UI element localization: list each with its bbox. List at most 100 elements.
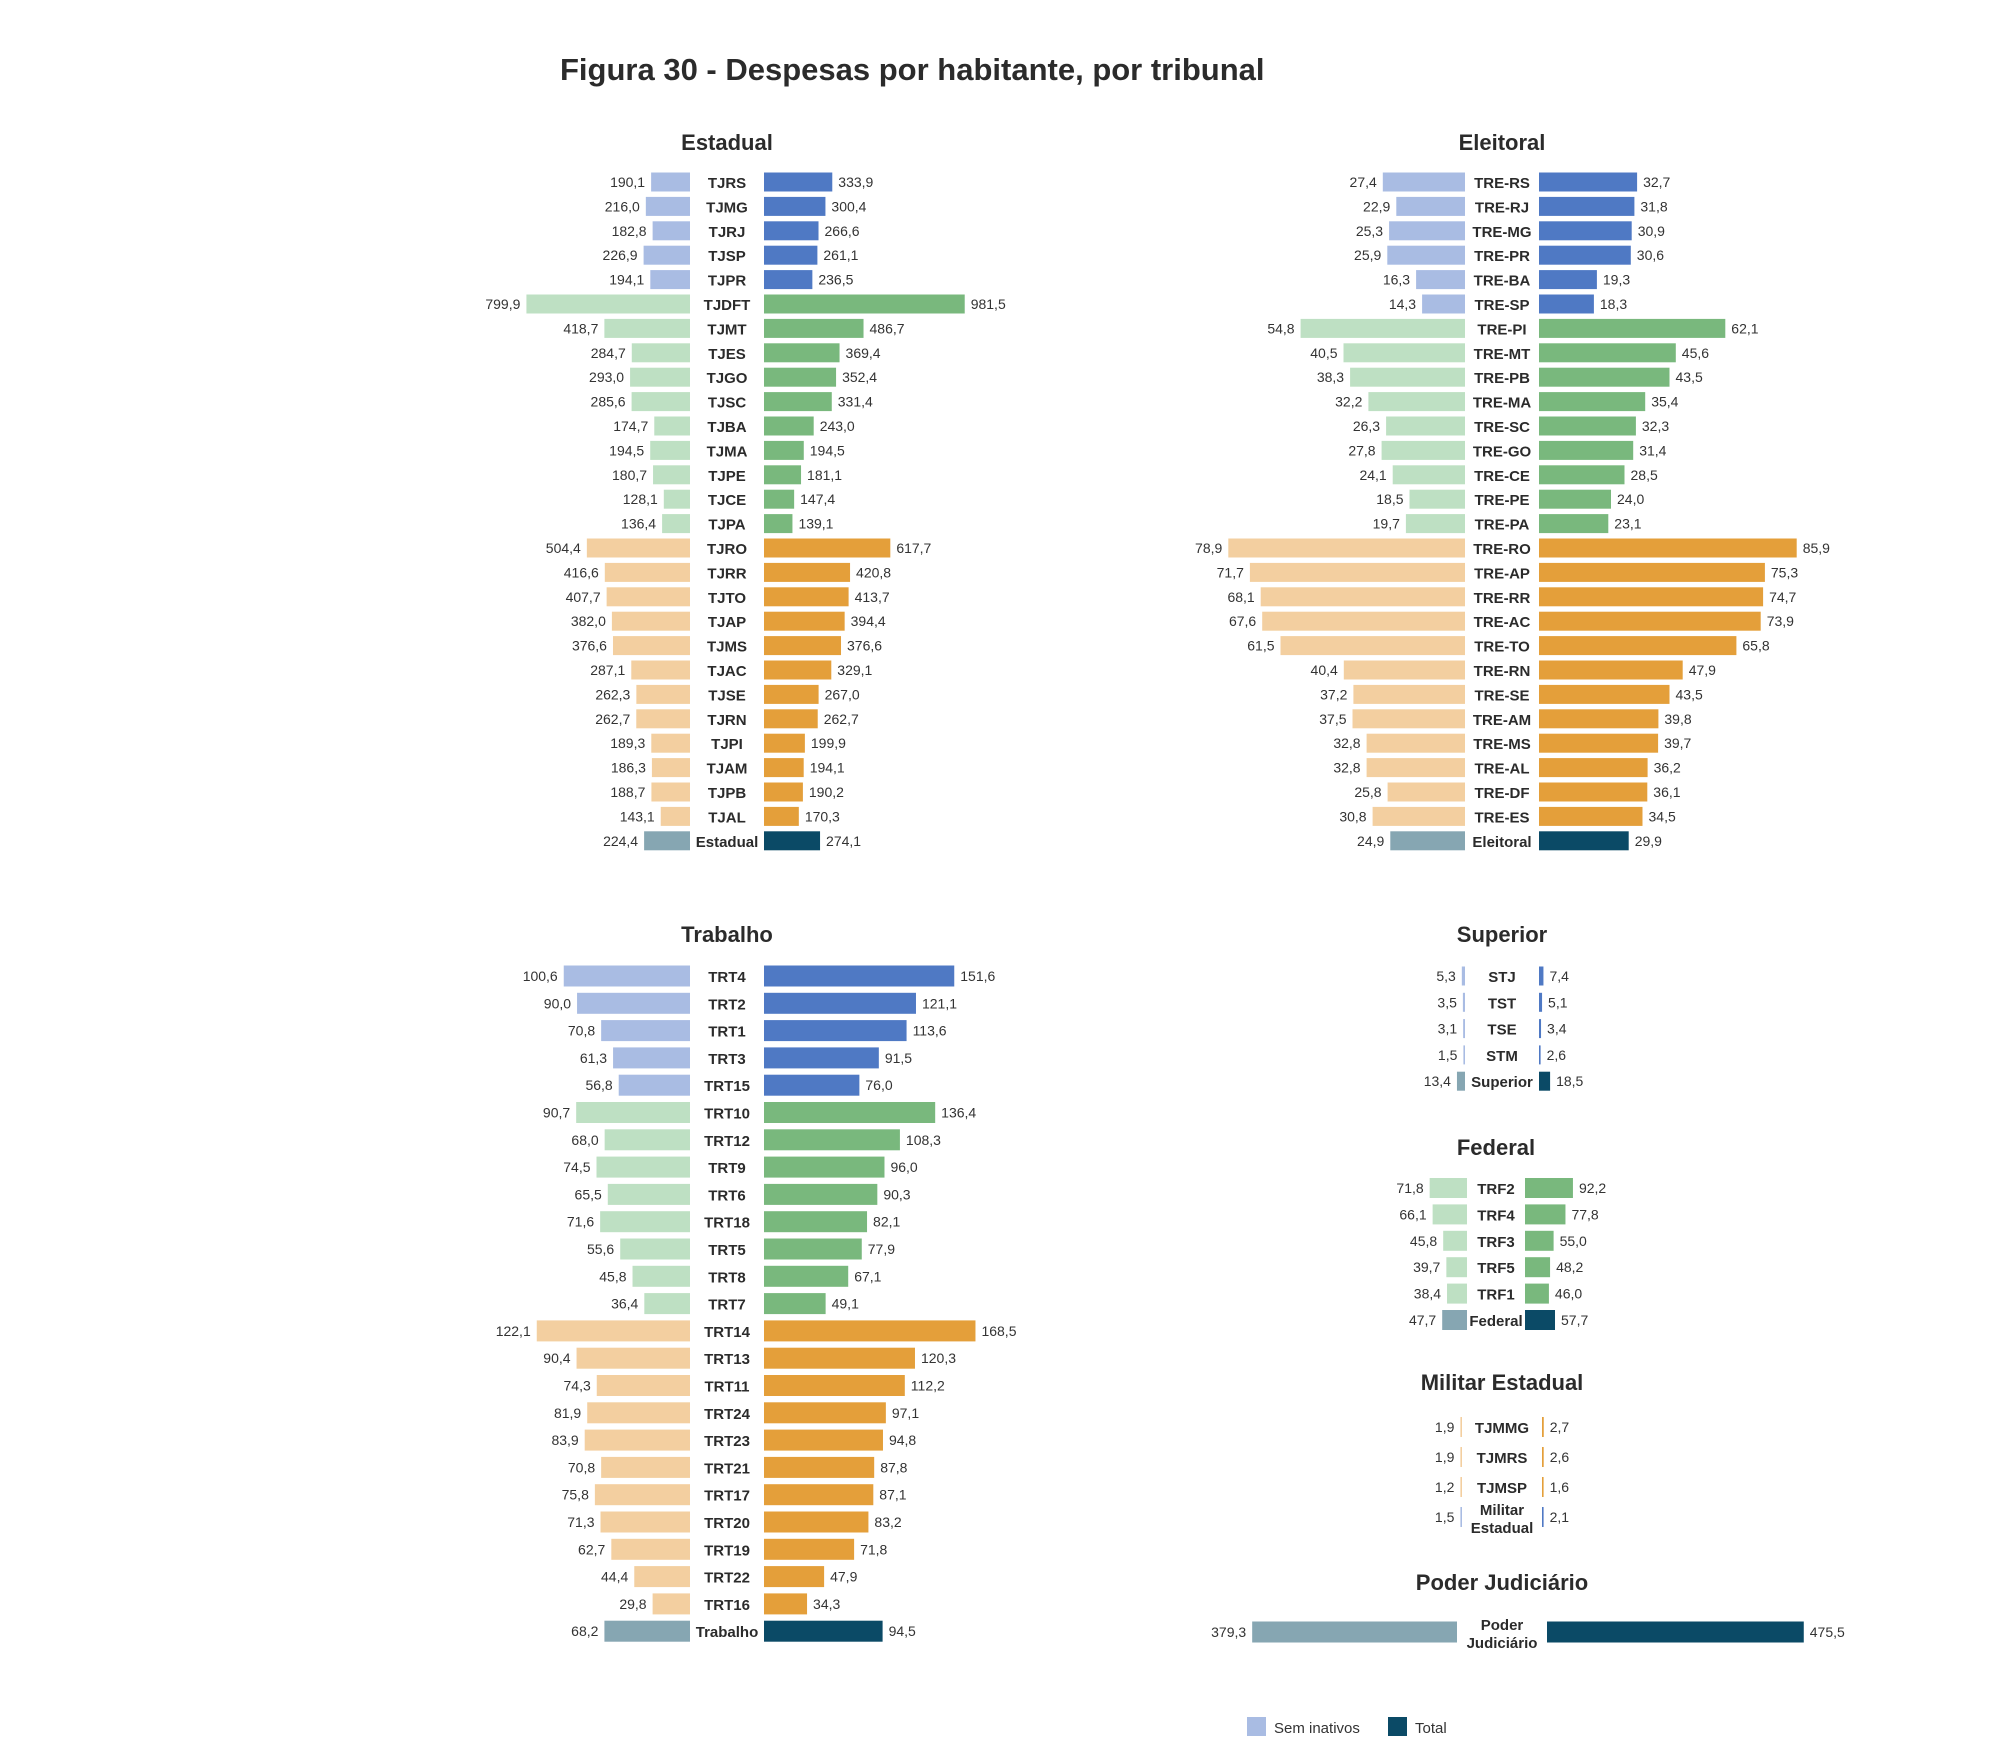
federal-federal-category-label: Federal (1469, 1313, 1522, 1330)
eleitoral-tre-pe-sem-inativos-label: 18,5 (1376, 491, 1403, 507)
estadual-tjse-sem-inativos-bar (636, 684, 690, 704)
militar-estadual-militar-estadual-total-bar (1542, 1507, 1544, 1527)
estadual-tjsp-sem-inativos-label: 226,9 (603, 247, 638, 263)
eleitoral-tre-se-total-bar (1539, 684, 1670, 704)
eleitoral-tre-ce-category-label: TRE-CE (1474, 468, 1530, 485)
trabalho-trt16-sem-inativos-bar (652, 1593, 690, 1615)
eleitoral-tre-ap-total-bar (1539, 562, 1765, 582)
eleitoral-tre-pa-sem-inativos-label: 19,7 (1373, 516, 1400, 532)
estadual-tjse-total-bar (764, 684, 819, 704)
federal-trf1-total-label: 46,0 (1555, 1286, 1582, 1302)
superior-tse-category-label: TSE (1487, 1022, 1516, 1039)
militar-estadual-militar-estadual-category-label-line2: Estadual (1471, 1520, 1534, 1537)
eleitoral-tre-mg-category-label: TRE-MG (1472, 224, 1531, 241)
superior-stj-category-label: STJ (1488, 969, 1516, 986)
trabalho-trt11-total-bar (764, 1375, 905, 1396)
federal-trf1-sem-inativos-bar (1447, 1283, 1467, 1304)
estadual-tjrs-sem-inativos-label: 190,1 (610, 174, 645, 190)
trabalho-trt19-category-label: TRT19 (704, 1542, 750, 1559)
estadual-tjac-sem-inativos-label: 287,1 (590, 662, 625, 678)
estadual-tjdft-sem-inativos-label: 799,9 (485, 296, 520, 312)
trabalho-trt2-total-label: 121,1 (922, 995, 957, 1011)
eleitoral-tre-ma-sem-inativos-label: 32,2 (1335, 394, 1362, 410)
trabalho-trt14-sem-inativos-label: 122,1 (496, 1323, 531, 1339)
estadual-tjce-category-label: TJCE (708, 492, 746, 509)
eleitoral-tre-es-total-bar (1539, 806, 1643, 826)
eleitoral-tre-mt-total-bar (1539, 343, 1676, 363)
eleitoral-tre-pb-sem-inativos-label: 38,3 (1317, 369, 1344, 385)
trabalho-trt12-category-label: TRT12 (704, 1133, 750, 1150)
superior-stm-total-bar (1539, 1045, 1541, 1065)
trabalho-trt1-category-label: TRT1 (708, 1024, 746, 1041)
trabalho-trt3-category-label: TRT3 (708, 1051, 746, 1068)
trabalho-trt19-sem-inativos-bar (611, 1538, 690, 1560)
estadual-tjse-category-label: TJSE (708, 687, 746, 704)
estadual-tjba-total-bar (764, 416, 814, 436)
trabalho-trt20-sem-inativos-label: 71,3 (567, 1514, 594, 1530)
eleitoral-panel-title: Eleitoral (1459, 130, 1546, 155)
federal-trf3-total-bar (1525, 1230, 1554, 1251)
estadual-tjba-sem-inativos-label: 174,7 (613, 418, 648, 434)
eleitoral-tre-to-sem-inativos-label: 61,5 (1247, 638, 1274, 654)
federal-trf1-category-label: TRF1 (1477, 1287, 1515, 1304)
eleitoral-tre-pe-category-label: TRE-PE (1474, 492, 1529, 509)
superior-superior-sem-inativos-bar (1456, 1071, 1465, 1091)
eleitoral-tre-pi-total-label: 62,1 (1731, 320, 1758, 336)
militar-estadual-panel-title: Militar Estadual (1421, 1370, 1584, 1395)
trabalho-trt8-total-label: 67,1 (854, 1268, 881, 1284)
eleitoral-tre-df-total-label: 36,1 (1653, 784, 1680, 800)
trabalho-trt5-sem-inativos-bar (620, 1238, 690, 1260)
superior-tst-total-label: 5,1 (1548, 994, 1568, 1010)
estadual-tjto-category-label: TJTO (708, 590, 746, 607)
estadual-tjal-sem-inativos-bar (660, 806, 690, 826)
figure-title: Figura 30 - Despesas por habitante, por … (560, 52, 1265, 87)
estadual-tjsc-sem-inativos-label: 285,6 (591, 394, 626, 410)
estadual-tjrr-total-label: 420,8 (856, 564, 891, 580)
legend-sem-inativos-swatch (1247, 1717, 1266, 1736)
militar-estadual-tjmmg-total-bar (1542, 1417, 1544, 1437)
trabalho-trt14-total-bar (764, 1320, 976, 1342)
estadual-tjac-total-bar (764, 660, 832, 680)
trabalho-trt9-sem-inativos-label: 74,5 (563, 1159, 590, 1175)
eleitoral-tre-es-sem-inativos-bar (1372, 806, 1465, 826)
eleitoral-tre-ma-total-bar (1539, 392, 1646, 412)
trabalho-trt18-total-bar (764, 1211, 868, 1233)
estadual-estadual-sem-inativos-label: 224,4 (603, 833, 638, 849)
estadual-tjpa-sem-inativos-bar (662, 514, 690, 534)
trabalho-trt10-total-label: 136,4 (941, 1105, 976, 1121)
estadual-tjba-category-label: TJBA (707, 419, 746, 436)
trabalho-trt15-category-label: TRT15 (704, 1078, 750, 1095)
eleitoral-tre-ro-total-label: 85,9 (1803, 540, 1830, 556)
eleitoral-tre-rs-sem-inativos-bar (1382, 172, 1465, 192)
eleitoral-tre-mt-category-label: TRE-MT (1474, 346, 1531, 363)
eleitoral-tre-pe-sem-inativos-bar (1409, 489, 1465, 509)
eleitoral-tre-se-sem-inativos-label: 37,2 (1320, 686, 1347, 702)
estadual-tjac-sem-inativos-bar (631, 660, 690, 680)
estadual-tjrj-total-bar (764, 221, 819, 241)
eleitoral-tre-sp-total-label: 18,3 (1600, 296, 1627, 312)
militar-estadual-tjmsp-total-label: 1,6 (1550, 1479, 1570, 1495)
estadual-tjap-total-bar (764, 611, 845, 631)
trabalho-trt17-sem-inativos-label: 75,8 (562, 1487, 589, 1503)
trabalho-trabalho-total-bar (764, 1620, 883, 1642)
trabalho-trt4-total-bar (764, 965, 955, 987)
trabalho-trt1-total-bar (764, 1020, 907, 1042)
estadual-tjms-total-bar (764, 636, 842, 656)
trabalho-trt3-total-label: 91,5 (885, 1050, 912, 1066)
eleitoral-tre-ba-total-label: 19,3 (1603, 272, 1630, 288)
trabalho-trt4-sem-inativos-bar (563, 965, 690, 987)
estadual-tjpi-category-label: TJPI (711, 736, 743, 753)
estadual-tjgo-total-bar (764, 367, 837, 387)
estadual-tjpr-sem-inativos-label: 194,1 (609, 272, 644, 288)
trabalho-trt8-sem-inativos-bar (632, 1265, 690, 1287)
trabalho-trt1-sem-inativos-bar (601, 1020, 690, 1042)
superior-tst-category-label: TST (1488, 995, 1516, 1012)
estadual-tjrr-sem-inativos-bar (604, 562, 690, 582)
estadual-tjpa-sem-inativos-label: 136,4 (621, 516, 656, 532)
eleitoral-tre-rj-category-label: TRE-RJ (1475, 199, 1529, 216)
trabalho-trt9-category-label: TRT9 (708, 1160, 746, 1177)
trabalho-trabalho-sem-inativos-bar (604, 1620, 690, 1642)
eleitoral-tre-am-total-bar (1539, 709, 1659, 729)
estadual-tjms-category-label: TJMS (707, 639, 747, 656)
